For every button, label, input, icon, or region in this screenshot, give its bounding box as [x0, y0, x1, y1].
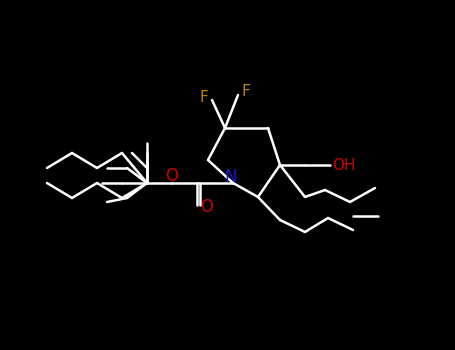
Text: F: F: [200, 90, 208, 105]
Text: OH: OH: [332, 158, 356, 173]
Text: F: F: [242, 84, 250, 99]
Text: N: N: [225, 168, 237, 186]
Text: O: O: [166, 167, 178, 185]
Text: O: O: [201, 198, 213, 216]
